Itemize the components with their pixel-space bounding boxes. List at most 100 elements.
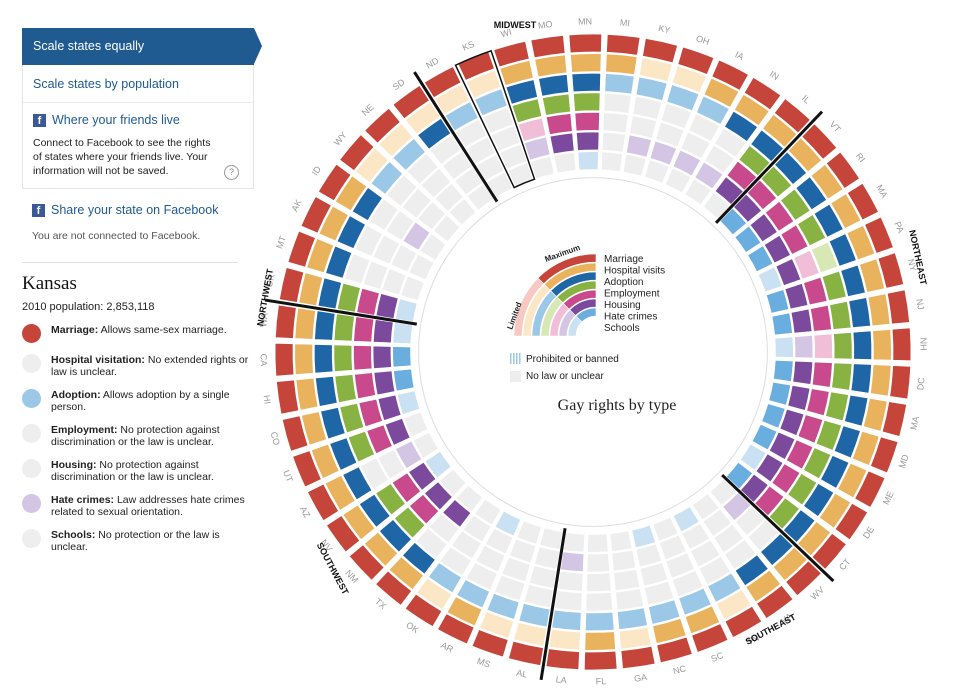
scale-equal-button[interactable]: Scale states equally xyxy=(22,28,262,65)
state-ring-cell xyxy=(723,538,757,570)
state-ring-cell xyxy=(635,543,663,568)
state-ring-cell xyxy=(557,570,584,592)
state-ring-cell xyxy=(575,131,600,152)
state-ring-cell xyxy=(806,388,830,417)
state-ring-cell xyxy=(601,131,626,153)
state-ring-cell xyxy=(872,328,892,361)
state-ring-cell xyxy=(373,370,396,396)
state-ring-cell xyxy=(442,498,472,528)
state-ring-cell xyxy=(784,282,809,310)
scale-population-button[interactable]: Scale states by population xyxy=(23,65,253,103)
state-label: KY xyxy=(657,23,671,35)
state-ring-cell xyxy=(768,497,801,530)
state-ring-cell xyxy=(275,379,300,415)
state-ring-cell xyxy=(688,113,721,143)
state-ring-cell xyxy=(412,431,439,459)
state-label: MI xyxy=(619,17,630,28)
state-ring-cell xyxy=(534,546,561,570)
state-ring-cell xyxy=(825,151,861,189)
state-ring-cell xyxy=(665,552,696,579)
state-title: Kansas xyxy=(22,273,77,294)
state-ring-cell xyxy=(750,129,785,163)
state-rights-list: Marriage: Allows same-sex marriage. Hospi… xyxy=(22,324,254,553)
state-ring-cell xyxy=(605,53,638,76)
state-label: HI xyxy=(261,394,272,404)
right-label: Marriage: xyxy=(51,324,99,336)
state-label: AL xyxy=(515,668,528,680)
state-ring-cell xyxy=(363,531,399,567)
state-ring-cell xyxy=(886,289,911,325)
state-ring-cell xyxy=(403,411,429,438)
state-ring-cell xyxy=(278,266,305,303)
right-status-dot xyxy=(22,494,41,513)
state-ring-cell xyxy=(774,336,794,358)
state-ring-cell xyxy=(771,463,801,495)
state-ring-cell xyxy=(475,544,506,573)
state-label: IN xyxy=(768,69,781,82)
state-ring-cell xyxy=(757,266,783,293)
region-separator xyxy=(264,298,418,326)
help-icon[interactable]: ? xyxy=(224,165,239,180)
state-ring-cell xyxy=(342,504,376,541)
state-ring-cell xyxy=(713,523,745,554)
facebook-icon: f xyxy=(33,113,46,127)
state-ring-cell xyxy=(695,95,730,126)
state-right-item: Marriage: Allows same-sex marriage. xyxy=(22,324,254,343)
state-ring-cell xyxy=(629,115,658,139)
state-ring-cell xyxy=(698,555,732,586)
state-ring-cell xyxy=(782,509,816,544)
state-ring-cell xyxy=(553,152,577,174)
state-ring-cell xyxy=(660,102,693,130)
state-ring-cell xyxy=(358,493,391,528)
right-label: Employment: xyxy=(51,424,118,436)
state-ring-cell xyxy=(523,584,554,609)
state-label: NC xyxy=(672,663,688,676)
key-arc xyxy=(537,253,597,285)
state-ring-cell xyxy=(715,589,752,621)
state-ring-cell xyxy=(499,143,528,170)
state-label: SC xyxy=(710,650,726,664)
share-facebook-link[interactable]: f Share your state on Facebook xyxy=(22,203,254,217)
state-right-item: Housing: No protection against discrimin… xyxy=(22,459,254,483)
state-ring-cell xyxy=(392,321,414,345)
state-ring-cell xyxy=(368,198,399,231)
state-ring-cell xyxy=(354,224,384,257)
state-ring-cell xyxy=(434,83,471,115)
state-ring-cell xyxy=(501,556,531,583)
state-ring-cell xyxy=(577,151,599,171)
state-ring-cell xyxy=(825,391,850,422)
state-ring-cell xyxy=(632,95,663,120)
friends-link[interactable]: f Where your friends live xyxy=(33,113,243,127)
state-ring-cell xyxy=(385,209,415,241)
state-ring-cell xyxy=(635,76,668,102)
state-label: ND xyxy=(424,55,441,70)
state-label: GA xyxy=(633,672,647,684)
state-label: CA xyxy=(259,354,269,367)
state-ring-cell xyxy=(851,430,880,466)
state-ring-cell xyxy=(394,298,418,323)
state-ring-cell xyxy=(475,153,505,182)
state-ring-cell xyxy=(372,345,393,370)
state-ring-cell xyxy=(858,258,886,293)
state-ring-cell xyxy=(818,492,852,529)
state-ring-cell xyxy=(802,447,832,480)
state-ring-cell xyxy=(585,572,612,592)
state-ring-cell xyxy=(810,241,839,274)
state-ring-cell xyxy=(819,454,850,489)
state-ring-cell xyxy=(684,178,712,206)
state-ring-cell xyxy=(754,485,785,517)
state-label: IL xyxy=(800,93,812,105)
state-ring-cell xyxy=(300,411,328,446)
state-ring-cell xyxy=(691,623,729,653)
state-label: LA xyxy=(555,674,567,685)
state-ring-cell xyxy=(797,414,824,444)
state-ring-cell xyxy=(462,514,492,543)
state-ring-cell xyxy=(354,372,377,400)
state-label: WI xyxy=(500,27,513,40)
state-ring-cell xyxy=(375,570,413,606)
state-ring-cell xyxy=(846,182,880,221)
state-label: WY xyxy=(332,130,349,148)
state-ring-cell xyxy=(810,163,844,200)
state-ring-cell xyxy=(375,293,399,320)
state-label: MT xyxy=(274,234,288,250)
